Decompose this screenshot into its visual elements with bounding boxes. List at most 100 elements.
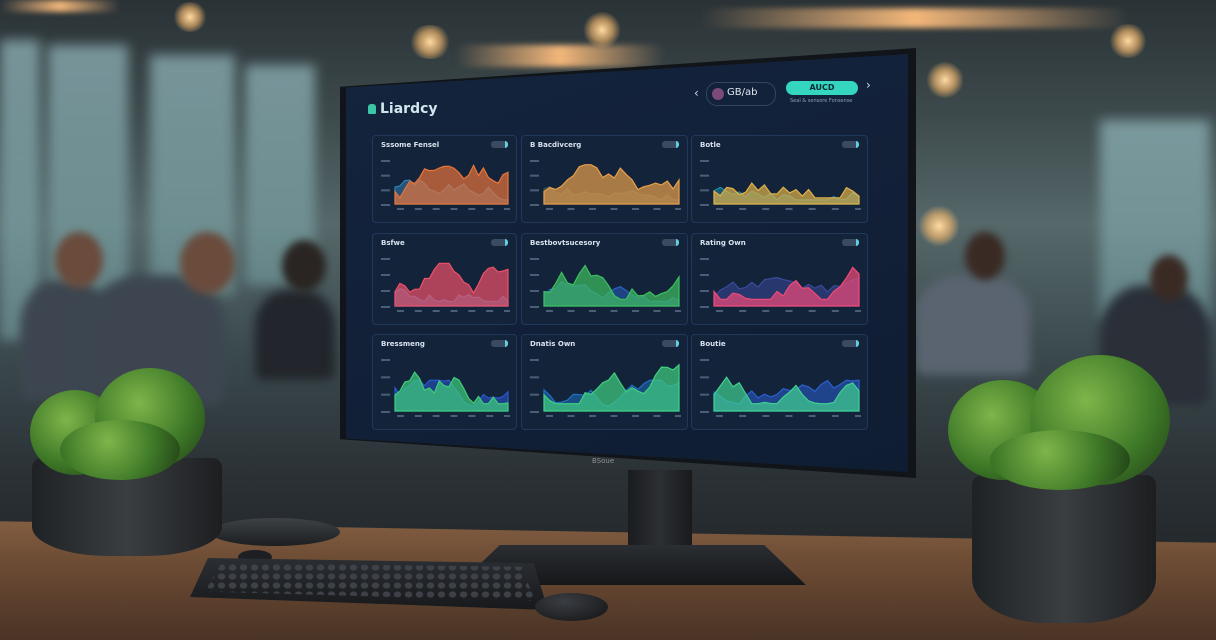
area-chart bbox=[700, 258, 861, 312]
chart-card[interactable]: Bestbovtsucesory bbox=[521, 233, 688, 325]
area-chart bbox=[700, 160, 861, 210]
axis-tick-label bbox=[530, 174, 539, 177]
axis-tick-label bbox=[450, 310, 458, 312]
axis-tick-label bbox=[855, 310, 861, 312]
axis-tick-label bbox=[567, 208, 575, 210]
area-chart bbox=[700, 359, 861, 417]
axis-tick-label bbox=[700, 393, 709, 396]
area-chart bbox=[530, 258, 681, 312]
axis-tick-label bbox=[610, 415, 618, 417]
axis-tick-label bbox=[739, 208, 747, 210]
axis-tick-label bbox=[486, 310, 494, 312]
chart-card[interactable]: Sssome Fensel bbox=[372, 135, 517, 223]
axis-tick-label bbox=[808, 208, 816, 210]
card-toggle[interactable] bbox=[491, 340, 508, 347]
axis-tick-label bbox=[546, 208, 553, 210]
chart-card[interactable]: Rating Own bbox=[691, 233, 868, 325]
axis-tick-label bbox=[675, 415, 681, 417]
axis-tick-label bbox=[610, 208, 618, 210]
card-toggle[interactable] bbox=[491, 239, 508, 246]
axis-tick-label bbox=[700, 204, 709, 206]
axis-tick-label bbox=[530, 189, 539, 192]
blurred-person-head bbox=[55, 232, 103, 288]
axis-tick-label bbox=[675, 310, 681, 312]
axis-tick-label bbox=[504, 208, 510, 210]
axis-tick-label bbox=[432, 208, 440, 210]
axis-tick-label bbox=[831, 415, 839, 417]
axis-tick-label bbox=[530, 274, 539, 276]
chart-card[interactable]: Boutie bbox=[691, 334, 868, 430]
account-label: GB/ab bbox=[727, 87, 758, 98]
chart-series-area bbox=[543, 264, 680, 307]
prev-chevron-icon[interactable]: ‹ bbox=[694, 86, 699, 100]
card-toggle[interactable] bbox=[491, 141, 508, 148]
axis-tick-label bbox=[739, 415, 747, 417]
axis-tick-label bbox=[700, 274, 709, 276]
card-toggle[interactable] bbox=[842, 239, 859, 246]
ceiling-light bbox=[172, 2, 208, 32]
axis-tick-label bbox=[808, 310, 816, 312]
card-title: Bsfwe bbox=[381, 239, 405, 247]
axis-tick-label bbox=[468, 415, 476, 417]
card-toggle[interactable] bbox=[842, 340, 859, 347]
accent-button[interactable]: AUCD bbox=[786, 81, 858, 95]
ceiling-light bbox=[700, 8, 1130, 28]
chart-card[interactable]: Dnatis Own bbox=[521, 334, 688, 430]
chart-series-area bbox=[543, 363, 680, 412]
axis-tick-label bbox=[530, 160, 539, 162]
brand-name: Liardcy bbox=[380, 101, 438, 117]
axis-tick-label bbox=[653, 310, 661, 312]
axis-tick-label bbox=[632, 208, 639, 210]
chart-card[interactable]: Botle bbox=[691, 135, 868, 223]
axis-tick-label bbox=[381, 189, 390, 192]
axis-tick-label bbox=[530, 376, 539, 379]
axis-tick-label bbox=[450, 415, 458, 417]
axis-tick-label bbox=[700, 411, 709, 413]
axis-tick-label bbox=[831, 310, 839, 312]
axis-tick-label bbox=[700, 359, 709, 361]
axis-tick-label bbox=[414, 310, 422, 312]
account-pill[interactable]: GB/ab bbox=[706, 82, 776, 106]
axis-tick-label bbox=[675, 208, 681, 210]
ceiling-light bbox=[582, 12, 622, 48]
axis-tick-label bbox=[653, 415, 661, 417]
axis-tick-label bbox=[762, 208, 770, 210]
card-title: Bestbovtsucesory bbox=[530, 239, 601, 247]
axis-tick-label bbox=[397, 310, 404, 312]
chart-series-area bbox=[713, 266, 860, 307]
chart-card[interactable]: Bsfwe bbox=[372, 233, 517, 325]
card-toggle[interactable] bbox=[662, 141, 679, 148]
card-toggle[interactable] bbox=[662, 340, 679, 347]
axis-tick-label bbox=[762, 310, 770, 312]
area-chart bbox=[381, 160, 510, 210]
axis-tick-label bbox=[700, 189, 709, 192]
blurred-person bbox=[915, 275, 1030, 375]
ceiling-light bbox=[455, 45, 665, 67]
blurred-person-head bbox=[282, 240, 326, 292]
card-toggle[interactable] bbox=[842, 141, 859, 148]
card-title: Sssome Fensel bbox=[381, 141, 440, 149]
axis-tick-label bbox=[468, 310, 476, 312]
axis-tick-label bbox=[530, 306, 539, 308]
chart-card[interactable]: B Bacdivcerg bbox=[521, 135, 688, 223]
axis-tick-label bbox=[785, 310, 793, 312]
axis-tick-label bbox=[530, 393, 539, 396]
axis-tick-label bbox=[468, 208, 476, 210]
left-plant-foliage bbox=[60, 420, 180, 480]
area-chart bbox=[530, 160, 681, 210]
axis-tick-label bbox=[381, 174, 390, 177]
card-toggle[interactable] bbox=[662, 239, 679, 246]
ceiling-light bbox=[408, 25, 452, 59]
axis-tick-label bbox=[855, 415, 861, 417]
card-title: B Bacdivcerg bbox=[530, 141, 582, 149]
axis-tick-label bbox=[831, 208, 839, 210]
axis-tick-label bbox=[700, 258, 709, 260]
next-chevron-icon[interactable]: › bbox=[866, 78, 871, 92]
card-title: Rating Own bbox=[700, 239, 746, 247]
chart-card[interactable]: Bressmeng bbox=[372, 334, 517, 430]
area-chart bbox=[381, 359, 510, 417]
axis-tick-label bbox=[397, 208, 404, 210]
ceiling-light bbox=[1108, 24, 1148, 58]
chart-series-area bbox=[543, 164, 680, 205]
axis-tick-label bbox=[610, 310, 618, 312]
